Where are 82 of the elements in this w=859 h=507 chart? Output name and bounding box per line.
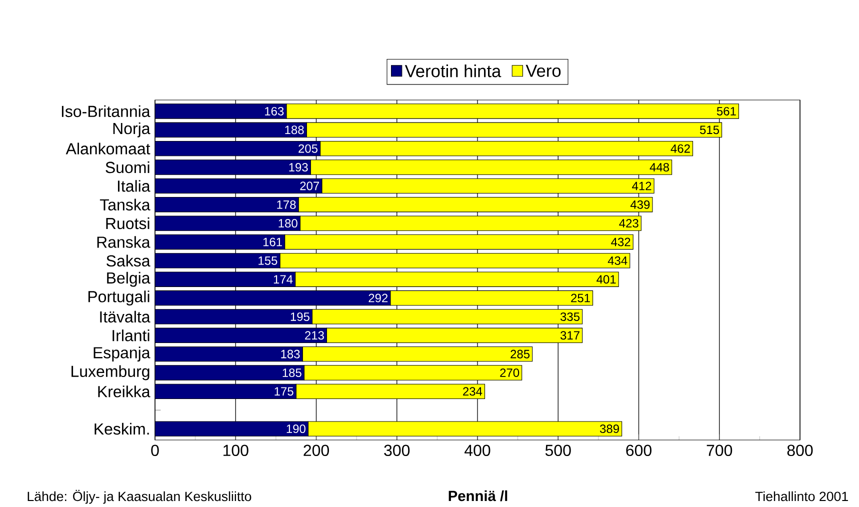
data-label: 412	[632, 182, 652, 190]
data-label: 251	[571, 294, 590, 302]
data-label: 188	[285, 126, 304, 134]
text: Tiehallinto 2001	[755, 491, 848, 502]
data-label: 207	[300, 182, 320, 190]
data-label: 163	[265, 106, 284, 116]
data-label: 195	[290, 312, 310, 321]
data-label: 205	[298, 144, 318, 153]
data-label: 389	[600, 424, 619, 434]
x-axis-title: Penniä /l	[448, 490, 508, 502]
y-tick-label: Ruotsi	[106, 217, 150, 230]
data-label: 462	[670, 144, 690, 153]
data-label: 213	[305, 331, 324, 340]
bar	[155, 253, 280, 268]
data-label: 448	[650, 162, 670, 172]
y-tick-label: Norja	[113, 122, 150, 138]
legend-label: Vero	[526, 64, 561, 77]
text: Lähde: Öljy- ja Kaasualan Keskusliitto	[28, 490, 252, 504]
x-tick-label: 500	[545, 444, 571, 456]
x-tick-label: 700	[706, 444, 732, 456]
y-tick-label: Luxemburg	[72, 365, 150, 380]
data-label: 423	[619, 219, 638, 228]
bar	[155, 346, 303, 362]
y-tick-label: Belgia	[107, 272, 150, 287]
y-tick-label: Espanja	[94, 346, 150, 362]
bar	[155, 365, 304, 380]
bar	[155, 178, 322, 194]
x-tick-label: 200	[304, 444, 329, 456]
data-label: 561	[716, 106, 736, 116]
bar	[155, 272, 296, 287]
bar	[155, 197, 299, 212]
x-tick-label: 0	[151, 444, 159, 456]
y-tick-label: Portugali	[88, 290, 150, 306]
x-tick-label: 300	[384, 444, 410, 456]
y-tick-label: Keskim.	[94, 422, 149, 435]
bar	[155, 421, 308, 436]
data-label: 285	[510, 350, 530, 358]
bar	[155, 160, 311, 175]
bar	[155, 122, 307, 138]
data-label: 193	[289, 162, 308, 172]
data-label: 161	[263, 238, 282, 246]
data-label: 401	[596, 275, 616, 284]
y-tick-label: Ranska	[97, 236, 150, 248]
x-tick-label: 400	[464, 444, 490, 456]
data-label: 185	[282, 368, 302, 377]
y-tick-label: Saksa	[106, 254, 150, 267]
y-tick-label: Iso-Britannia	[62, 105, 150, 118]
legend-label: Verotin hinta	[404, 64, 502, 78]
data-label: 174	[274, 275, 293, 284]
y-tick-label: Alankomaat	[66, 142, 150, 154]
y-tick-label: Irlanti	[112, 330, 150, 342]
data-label: 180	[278, 219, 298, 228]
y-tick-label: Itävalta	[100, 310, 150, 323]
bar	[155, 384, 296, 400]
bar	[155, 140, 321, 156]
data-label: 175	[274, 387, 294, 396]
data-label: 432	[611, 238, 630, 246]
bar	[155, 104, 287, 119]
x-tick-label: 100	[223, 444, 248, 456]
data-label: 335	[560, 312, 580, 321]
data-label: 183	[281, 350, 300, 358]
data-label: 439	[630, 200, 650, 209]
data-label: 190	[286, 424, 306, 434]
data-label: 292	[368, 294, 388, 302]
data-label: 155	[258, 256, 278, 265]
data-label: 270	[500, 368, 520, 377]
x-tick-label: 600	[626, 444, 652, 456]
y-tick-label: Italia	[118, 180, 150, 192]
x-tick-label: 800	[787, 444, 813, 456]
y-tick-label: Kreikka	[98, 386, 150, 398]
bar	[155, 309, 312, 324]
data-label: 434	[608, 256, 628, 265]
data-label: 317	[560, 331, 580, 340]
data-label: 234	[463, 387, 482, 396]
bar	[155, 328, 328, 343]
bar	[155, 290, 391, 306]
data-label: 178	[277, 200, 296, 209]
y-tick-label: Suomi	[106, 161, 150, 174]
data-label: 515	[700, 126, 720, 134]
y-tick-label: Tanska	[100, 198, 150, 210]
bar	[155, 216, 300, 231]
bar	[155, 234, 286, 250]
